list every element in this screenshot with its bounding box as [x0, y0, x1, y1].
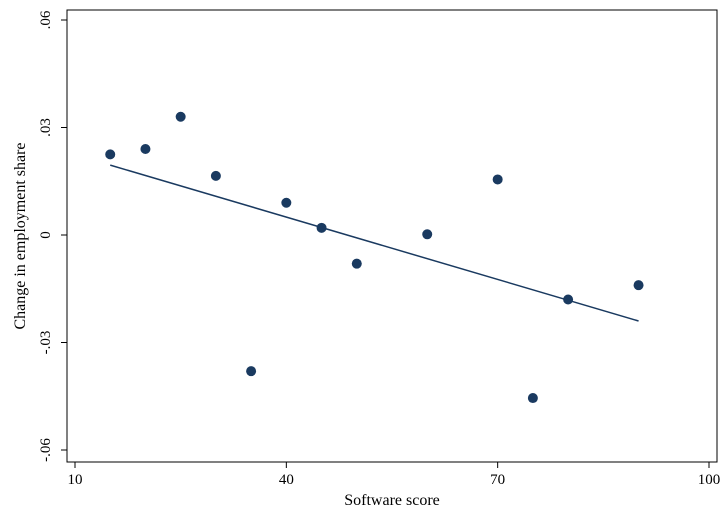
- data-point: [422, 229, 433, 240]
- plot-frame: [66, 9, 718, 463]
- x-axis-title: Software score: [344, 492, 440, 509]
- y-tick-label: .06: [38, 10, 54, 29]
- fit-line: [110, 164, 639, 322]
- data-point: [281, 197, 292, 208]
- data-point: [633, 280, 644, 291]
- data-point: [140, 144, 151, 154]
- y-tick-label: -.06: [38, 438, 54, 462]
- x-tick-label: 10: [68, 472, 83, 488]
- data-point: [351, 258, 362, 269]
- data-point: [563, 294, 574, 305]
- data-point: [527, 393, 538, 404]
- data-point: [246, 366, 257, 377]
- x-tick-label: 100: [698, 472, 721, 488]
- y-tick-label: 0: [38, 231, 54, 239]
- x-tick-label: 70: [490, 472, 505, 488]
- data-point: [316, 222, 327, 233]
- data-point: [492, 174, 503, 185]
- data-point: [210, 170, 221, 181]
- data-points: [105, 111, 644, 404]
- y-tick-label: -.03: [38, 331, 54, 355]
- y-axis-title: Change in employment share: [12, 142, 29, 329]
- axis-ticks: 10 40 70 100 -.06 -.03 0 .03 .06: [38, 10, 720, 488]
- y-tick-label: .03: [38, 118, 54, 137]
- x-tick-label: 40: [279, 472, 294, 488]
- data-point: [175, 111, 186, 122]
- data-point: [105, 149, 116, 160]
